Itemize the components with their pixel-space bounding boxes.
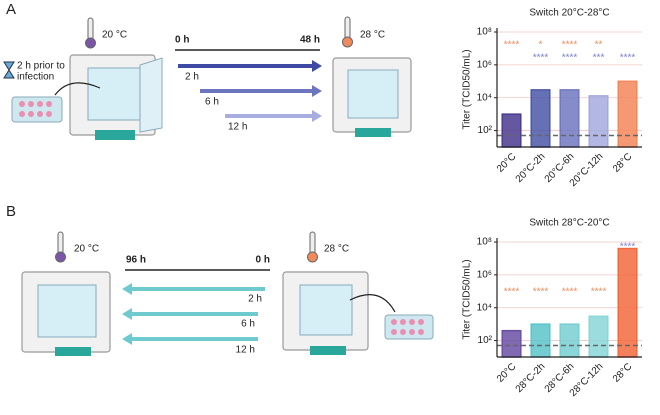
arrow xyxy=(54,82,101,96)
significance: **** xyxy=(591,287,607,298)
temperature: 20 °C xyxy=(102,30,127,41)
incubator-window xyxy=(37,284,97,338)
chart-title: Switch 28°C-20°C xyxy=(529,218,609,229)
incubator-base xyxy=(55,347,91,356)
x-tick-label: 28°C xyxy=(611,151,635,175)
bar xyxy=(559,323,580,358)
y-tick-label: 10⁸ xyxy=(477,27,492,38)
arrow-label: 12 h xyxy=(236,345,255,356)
wells xyxy=(391,319,424,335)
incubator-window xyxy=(299,284,353,336)
x-tick-label: 28°C xyxy=(611,361,635,385)
arrowhead xyxy=(122,283,132,295)
time-label: 96 h xyxy=(126,255,146,266)
bar xyxy=(530,323,551,358)
temperature: 20 °C xyxy=(74,244,99,255)
thermometer xyxy=(57,231,64,255)
y-tick-label: 10⁴ xyxy=(477,302,492,313)
thermometer xyxy=(344,16,351,40)
note: 2 h prior to xyxy=(17,61,65,72)
bar xyxy=(530,89,551,148)
y-axis-title: Titer (TCID50/mL) xyxy=(462,49,473,129)
y-tick-label: 10² xyxy=(478,125,493,136)
arrowhead xyxy=(312,60,322,72)
x-tick-label: 20°C xyxy=(495,151,519,175)
chart-title: Switch 20°C-28°C xyxy=(529,8,609,19)
bar xyxy=(588,315,609,358)
thermometer-bulb xyxy=(342,36,353,48)
temperature: 28 °C xyxy=(324,244,349,255)
significance: **** xyxy=(620,53,636,64)
y-tick-label: 10⁴ xyxy=(477,92,492,103)
x-tick-label: 20°C-2h xyxy=(514,151,548,185)
arrow-label: 12 h xyxy=(228,122,247,133)
x-tick-label: 28°C-2h xyxy=(514,361,548,395)
significance: ** xyxy=(595,40,603,51)
arrow-label: 6 h xyxy=(205,97,219,108)
significance: **** xyxy=(562,53,578,64)
bar xyxy=(588,95,609,148)
thermometer xyxy=(87,17,94,41)
y-tick-label: 10² xyxy=(478,335,493,346)
arrowhead xyxy=(312,85,322,97)
note: infection xyxy=(17,72,54,83)
thermometer-bulb xyxy=(55,251,66,263)
significance: **** xyxy=(562,287,578,298)
bar xyxy=(501,113,522,148)
thermometer-bulb xyxy=(85,37,96,49)
x-tick-label: 20°C xyxy=(495,361,519,385)
time-label: 0 h xyxy=(175,35,189,46)
bar xyxy=(501,329,522,358)
thermometer-bulb xyxy=(307,251,318,263)
temperature: 28 °C xyxy=(360,30,385,41)
arrow-label: 2 h xyxy=(248,294,262,305)
incubator-window xyxy=(87,67,144,121)
diagram-b: B 20 °C 96 h 0 h 2 h 6 h 12 h 28 °C xyxy=(6,203,434,356)
arrowhead xyxy=(122,333,132,345)
plate xyxy=(384,314,434,340)
bar xyxy=(559,89,580,148)
hourglass xyxy=(3,61,15,79)
panel-letter: B xyxy=(6,203,16,220)
y-tick-label: 10⁶ xyxy=(477,59,492,70)
significance: **** xyxy=(533,53,549,64)
arrowhead xyxy=(122,308,132,320)
diagram-a: A 20 °C 2 h prior to infection 0 h 48 h … xyxy=(3,1,412,140)
incubator-window xyxy=(347,69,399,119)
incubator-door xyxy=(139,57,163,133)
time-label: 48 h xyxy=(300,35,320,46)
significance: **** xyxy=(533,287,549,298)
significance: * xyxy=(539,40,543,51)
bar xyxy=(617,80,638,148)
incubator-base xyxy=(95,130,135,140)
significance: **** xyxy=(562,40,578,51)
significance: **** xyxy=(504,40,520,51)
arrow xyxy=(349,294,396,313)
arrowhead xyxy=(312,110,322,122)
significance: **** xyxy=(504,287,520,298)
y-axis-title: Titer (TCID50/mL) xyxy=(462,259,473,339)
incubator-base xyxy=(355,128,391,137)
significance: **** xyxy=(620,242,636,253)
wells xyxy=(19,101,52,117)
y-tick-label: 10⁸ xyxy=(477,237,492,248)
plate xyxy=(11,96,63,123)
arrow-label: 6 h xyxy=(241,319,255,330)
thermometer xyxy=(309,231,316,255)
arrow-label: 2 h xyxy=(185,72,199,83)
time-label: 0 h xyxy=(256,255,270,266)
panel-letter: A xyxy=(6,1,16,18)
y-tick-label: 10⁶ xyxy=(477,269,492,280)
significance: *** xyxy=(593,53,605,64)
incubator-base xyxy=(310,346,346,355)
bar xyxy=(617,247,638,358)
